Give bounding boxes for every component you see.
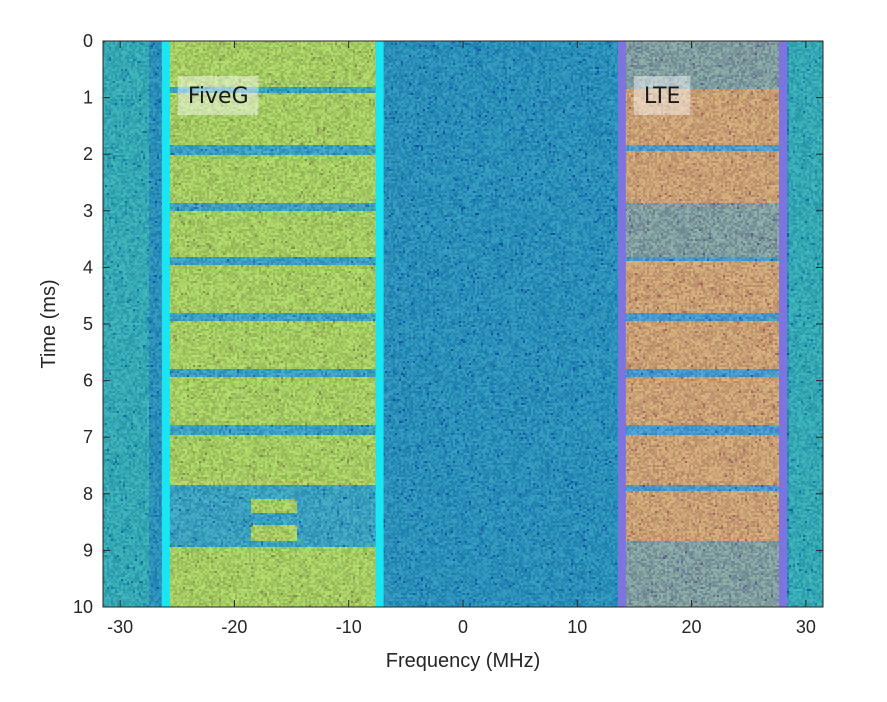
fiveg-band-label-box [177, 76, 259, 115]
lte-band-right-edge [779, 41, 787, 607]
x-tick-label: -10 [336, 617, 362, 637]
plot-area [103, 41, 823, 607]
fiveg-band-right-edge [375, 41, 384, 607]
y-axis-label: Time (ms) [38, 279, 60, 368]
x-axis-label: Frequency (MHz) [386, 650, 540, 672]
y-tick-label: 3 [83, 201, 93, 221]
y-tick-label: 2 [83, 144, 93, 164]
band-labels: FiveG LTE [177, 76, 691, 115]
x-tick-label: 0 [458, 617, 468, 637]
x-tick-label: 20 [682, 617, 702, 637]
x-tick-label: 10 [567, 617, 587, 637]
y-tick-label: 6 [83, 371, 93, 391]
fiveg-band-label: FiveG [188, 84, 249, 109]
y-axis: 0 1 2 3 4 5 6 7 8 9 10 [73, 31, 823, 617]
lte-band-label-box [633, 76, 691, 115]
y-tick-label: 4 [83, 257, 93, 277]
fiveg-band-left-edge [161, 41, 170, 607]
y-tick-label: 5 [83, 314, 93, 334]
x-axis: -30 -20 -10 0 10 20 30 [107, 41, 816, 637]
x-tick-label: -30 [107, 617, 133, 637]
y-tick-label: 10 [73, 597, 93, 617]
y-tick-label: 1 [83, 88, 93, 108]
y-tick-label: 0 [83, 31, 93, 51]
lte-band-left-edge [617, 41, 626, 607]
spectrogram-heatmap [103, 41, 823, 607]
y-tick-label: 8 [83, 484, 93, 504]
signal-bands [161, 41, 787, 607]
y-tick-label: 7 [83, 427, 93, 447]
x-tick-label: -20 [221, 617, 247, 637]
y-tick-label: 9 [83, 540, 93, 560]
lte-band-label: LTE [644, 84, 681, 109]
x-tick-label: 30 [796, 617, 816, 637]
